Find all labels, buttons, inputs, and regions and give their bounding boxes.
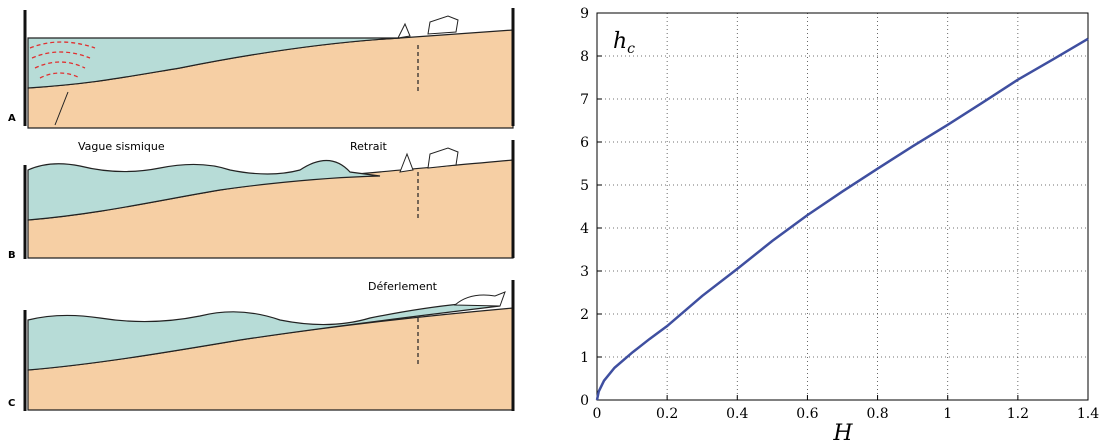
panel-letter: C xyxy=(8,398,15,409)
y-tick-label: 0 xyxy=(580,393,589,409)
y-tick-label: 7 xyxy=(580,92,589,108)
house xyxy=(428,148,458,168)
y-tick-label: 8 xyxy=(580,49,589,65)
y-tick-label: 6 xyxy=(580,135,589,151)
panel-letter: B xyxy=(8,250,16,261)
boat xyxy=(398,24,410,38)
y-tick-label: 1 xyxy=(580,350,589,366)
x-tick-label: 0.4 xyxy=(726,406,748,422)
annotation: Vague sismique xyxy=(78,140,165,153)
x-tick-label: 1 xyxy=(943,406,952,422)
house xyxy=(428,16,458,34)
y-axis-label: hc xyxy=(613,29,635,57)
x-tick-label: 0.6 xyxy=(796,406,818,422)
y-tick-label: 5 xyxy=(580,178,589,194)
boat xyxy=(400,154,413,172)
y-axis-label-base: h xyxy=(613,29,627,54)
y-axis-label-sub: c xyxy=(627,41,635,57)
plot-frame xyxy=(597,13,1088,400)
y-tick-label: 4 xyxy=(580,221,589,237)
debris xyxy=(455,292,505,306)
page: A Vague sismique Retrait B Déferlement C… xyxy=(0,0,1105,445)
x-tick-label: 1.2 xyxy=(1007,406,1029,422)
x-tick-label: 0.8 xyxy=(866,406,888,422)
x-tick-label: 0.2 xyxy=(656,406,678,422)
tsunami-diagram: A Vague sismique Retrait B Déferlement C xyxy=(8,8,513,411)
panel-letter: A xyxy=(8,113,16,124)
x-axis-label: H xyxy=(832,421,853,445)
y-tick-label: 3 xyxy=(580,264,589,280)
x-tick-label: 1.4 xyxy=(1077,406,1099,422)
y-tick-label: 2 xyxy=(580,307,589,323)
chart: hc H 0 1 2 3 4 5 6 7 8 9 0 0.2 0.4 0.6 0.8 1 1.2 1.4 xyxy=(580,6,1099,445)
data-line xyxy=(597,39,1088,400)
annotation: Déferlement xyxy=(368,280,438,293)
x-tick-label: 0 xyxy=(593,406,602,422)
y-tick-label: 9 xyxy=(580,6,589,22)
annotation: Retrait xyxy=(350,140,388,153)
